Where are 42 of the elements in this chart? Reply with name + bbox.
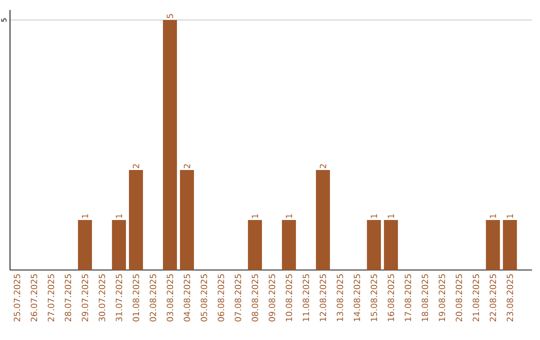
x-tick-label: 17.08.2025 xyxy=(404,274,412,322)
x-tick-label: 11.08.2025 xyxy=(302,274,310,322)
x-tick-label: 16.08.2025 xyxy=(388,274,394,322)
x-tick-label: 12.08.2025 xyxy=(320,274,326,322)
x-tick-label: 05.08.2025 xyxy=(200,274,208,322)
x-tick-label: 25.07.2025 xyxy=(14,274,20,322)
x-tick-label: 31.07.2025 xyxy=(116,274,122,322)
data-label: 1 xyxy=(252,214,258,218)
data-label: 1 xyxy=(490,214,496,218)
x-tick-label: 19.08.2025 xyxy=(438,274,446,322)
x-tick-label: 20.08.2025 xyxy=(456,274,462,322)
x-tick-label: 06.08.2025 xyxy=(218,274,224,322)
data-label: 2 xyxy=(320,164,326,168)
x-tick-label: 01.08.2025 xyxy=(132,274,140,322)
data-label: 5 xyxy=(166,14,174,18)
x-tick-label: 13.08.2025 xyxy=(336,274,344,322)
data-label: 2 xyxy=(132,164,140,168)
x-tick-label: 09.08.2025 xyxy=(268,274,276,322)
data-label: 1 xyxy=(388,214,394,218)
x-tick-label: 08.08.2025 xyxy=(252,274,258,322)
x-tick-label: 26.07.2025 xyxy=(30,274,38,322)
data-label: 1 xyxy=(506,214,513,218)
x-tick-label: 02.08.2025 xyxy=(150,274,156,322)
x-tick-label: 30.07.2025 xyxy=(98,274,106,322)
data-label: 1 xyxy=(116,214,122,218)
x-tick-label: 15.08.2025 xyxy=(370,274,378,322)
x-tick-label: 10.08.2025 xyxy=(286,274,292,322)
x-tick-label: 29.07.2025 xyxy=(82,274,88,322)
x-tick-label: 03.08.2025 xyxy=(166,274,174,322)
x-tick-label: 22.08.2025 xyxy=(490,274,496,322)
data-label: 1 xyxy=(82,214,88,218)
x-tick-label: 28.07.2025 xyxy=(64,274,72,322)
data-label: 2 xyxy=(184,164,190,168)
data-label: 1 xyxy=(370,214,378,218)
x-tick-label: 14.08.2025 xyxy=(354,274,360,322)
x-tick-label: 23.08.2025 xyxy=(506,274,514,322)
x-tick-label: 04.08.2025 xyxy=(184,274,190,322)
x-tick-label: 21.08.2025 xyxy=(472,274,480,322)
data-label: 1 xyxy=(286,214,292,218)
x-tick-label: 07.08.2025 xyxy=(234,274,242,322)
x-tick-label: 18.08.2025 xyxy=(422,274,428,322)
x-tick-label: 27.07.2025 xyxy=(48,274,54,322)
